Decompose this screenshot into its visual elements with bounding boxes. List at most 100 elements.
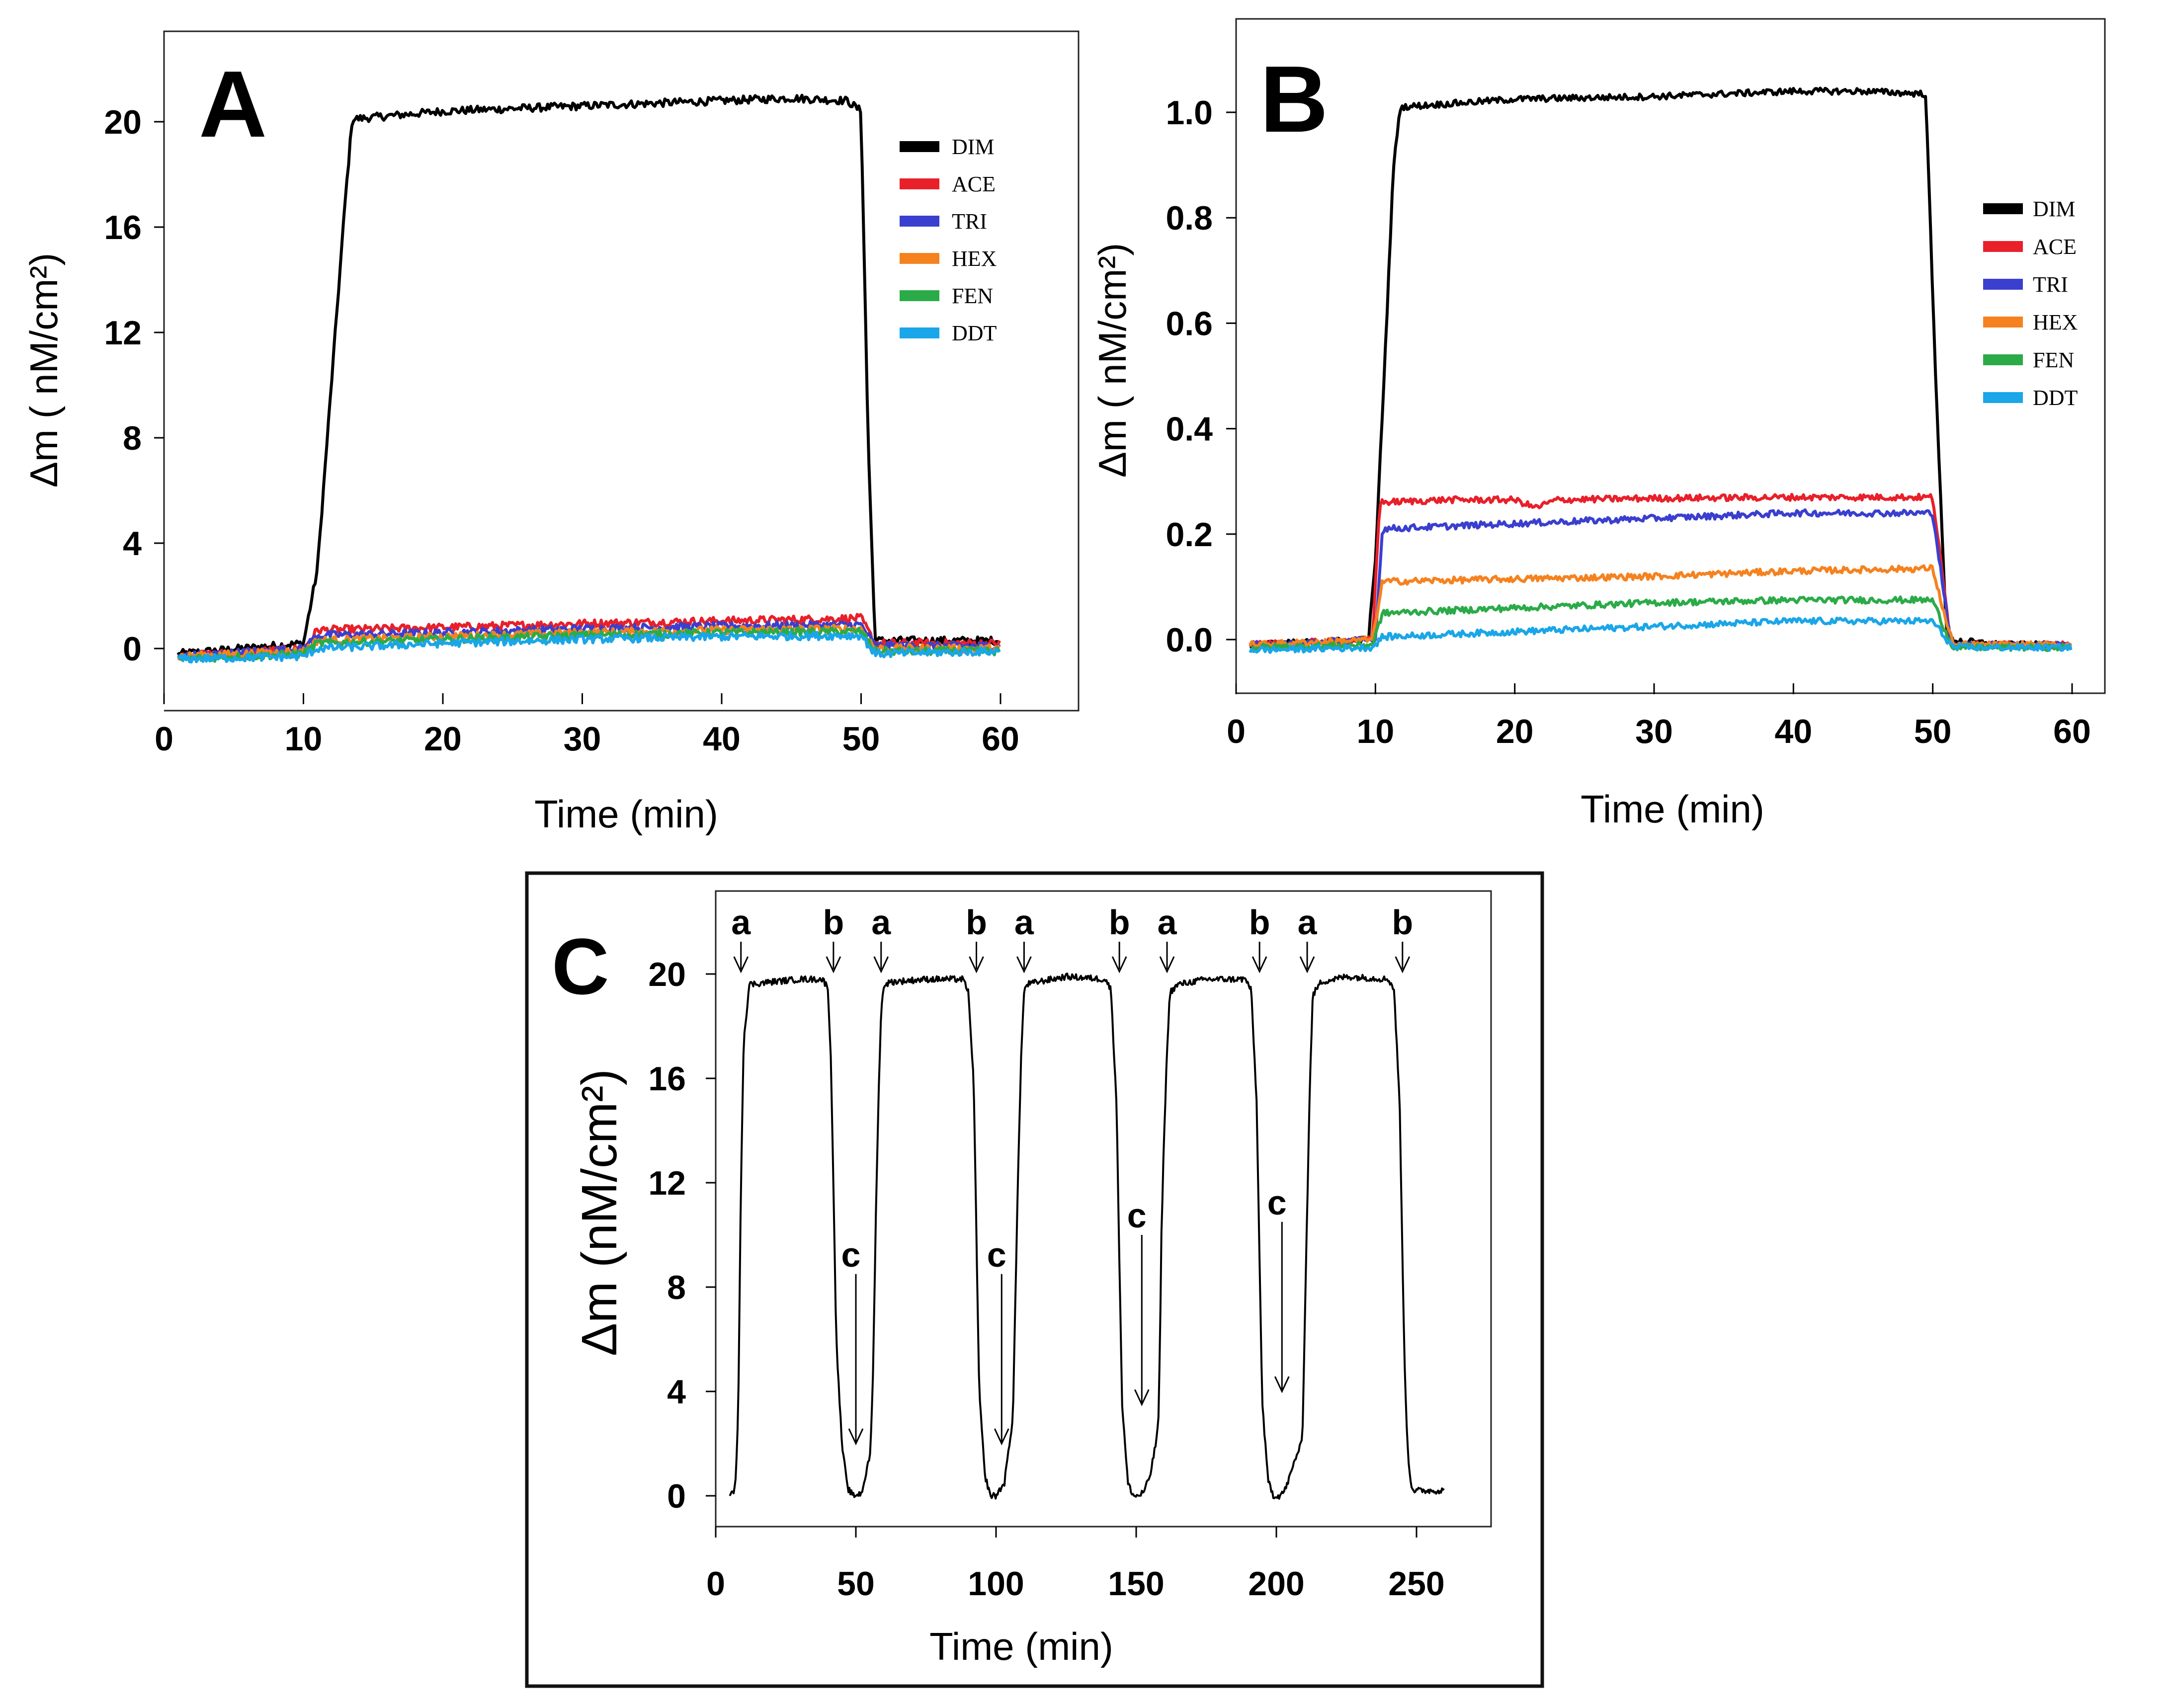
annotation-b-arrowhead [1395,956,1411,974]
x-tick-label: 0 [1227,713,1246,750]
x-tick-label: 50 [842,720,880,758]
x-tick-label: 20 [1496,713,1534,750]
x-axis-title: Time (min) [929,1625,1113,1668]
annotation-b-arrowhead [1251,956,1267,974]
legend: DIM ACE TRI HEX FEN DDT [1983,197,2078,410]
legend-label: ACE [2033,235,2077,259]
legend-label: FEN [952,284,993,308]
panel-letter: B [1260,47,1328,152]
series-line-ddt [177,631,1000,664]
y-tick-label: 0.6 [1166,305,1213,342]
y-tick-label: 12 [648,1164,686,1202]
series-line-ace [1249,492,2072,650]
panel-c-outer-frame [525,871,1544,1688]
legend-label: DIM [2033,197,2076,221]
y-tick-label: 0 [667,1477,686,1515]
x-tick-label: 50 [1914,713,1952,750]
x-tick-label: 10 [1357,713,1395,750]
annotation-a-arrowhead [733,956,749,974]
x-tick-label: 100 [968,1565,1024,1603]
annotation-a-arrowhead [1159,956,1175,974]
series-line-dim [729,973,1445,1500]
y-tick-label: 0 [123,630,142,668]
legend-label: DDT [2033,386,2078,410]
panel-a: 0 10 20 30 40 50 60 0 4 8 12 16 20 DIM ACE TRI HEX FEN DDT… [22,30,1080,836]
legend-label: HEX [952,246,997,271]
series-line-dim [176,93,1001,657]
legend-label: TRI [2033,272,2068,297]
x-tick-label: 60 [2053,713,2091,750]
annotation-b-arrowhead [969,956,984,974]
y-tick-label: 12 [104,314,142,352]
annotation-a-arrowhead [1299,956,1315,974]
y-axis-title: Δm ( nM/cm²) [22,253,66,488]
plot-frame [715,890,1492,1528]
x-axis-title: Time (min) [534,792,718,836]
annotation-b-arrowhead [826,956,841,974]
annotation-a-arrowhead [873,956,889,974]
panel-letter: A [199,52,267,157]
x-tick-label: 150 [1108,1565,1164,1603]
panel-letter: C [552,922,609,1011]
x-tick-label: 30 [1635,713,1673,750]
legend-label: DDT [952,321,997,345]
series-line-tri [177,620,1001,660]
y-tick-label: 8 [123,419,142,457]
annotation-c-label: c [1267,1183,1287,1222]
legend-label: ACE [952,172,996,196]
annotation-a-label: a [871,903,891,942]
x-tick-label: 200 [1248,1565,1304,1603]
x-tick-label: 0 [155,720,173,758]
x-tick-label: 40 [1775,713,1813,750]
annotation-c-arrowhead [1134,1389,1150,1406]
x-tick-label: 0 [706,1565,725,1603]
y-tick-label: 16 [104,209,142,246]
y-tick-label: 0.8 [1166,199,1213,237]
y-tick-label: 4 [123,525,142,563]
y-tick-label: 0.0 [1166,621,1213,659]
y-tick-label: 0.4 [1166,410,1213,448]
annotation-b-label: b [1392,903,1413,942]
panel-c: 0 50 100 150 200 250 0 4 8 12 16 20 Time (min) Δm (nM… [525,871,1544,1688]
x-tick-label: 60 [982,720,1019,758]
annotation-c-arrowhead [1274,1376,1290,1393]
annotation-b-label: b [966,903,987,942]
series-line-ace [177,613,1001,661]
y-tick-label: 16 [648,1060,686,1098]
plot-frame [163,30,1080,712]
annotation-a-label: a [731,903,751,942]
legend-label: TRI [952,209,987,234]
plot-frame [1235,18,2106,694]
y-tick-label: 0.2 [1166,516,1213,554]
y-tick-label: 8 [667,1269,686,1306]
y-tick-label: 1.0 [1166,94,1213,132]
annotation-c-label: c [1127,1196,1147,1235]
annotation-b-arrowhead [1111,956,1127,974]
y-tick-label: 4 [667,1373,686,1411]
x-tick-label: 250 [1388,1565,1444,1603]
annotation-a-label: a [1298,903,1318,942]
annotation-c-label: c [841,1235,861,1274]
legend-label: HEX [2033,310,2078,334]
annotation-a-arrowhead [1016,956,1032,974]
annotation-b-label: b [823,903,844,942]
x-tick-label: 30 [564,720,601,758]
x-tick-label: 10 [285,720,323,758]
legend-label: DIM [952,135,995,159]
y-axis-title: Δm (nM/cm²) [572,1069,627,1356]
annotation-b-label: b [1109,903,1130,942]
annotation-a-label: a [1158,903,1177,942]
y-tick-label: 20 [648,956,686,993]
x-tick-label: 50 [837,1565,875,1603]
legend: DIM ACE TRI HEX FEN DDT [900,135,997,345]
series-line-dim [1249,86,2072,650]
panel-b: 0 10 20 30 40 50 60 0.0 0.2 0.4 0.6 0.8 1.0 DIM ACE TRI… [1090,18,2106,831]
y-axis-title: Δm ( nM/cm²) [1090,243,1134,478]
annotation-b-label: b [1249,903,1270,942]
series-line-hex [1249,564,2073,650]
series-line-ddt [1249,616,2073,654]
annotation-c-label: c [987,1235,1006,1274]
annotation-a-label: a [1014,903,1034,942]
annotation-c-arrowhead [994,1428,1009,1446]
